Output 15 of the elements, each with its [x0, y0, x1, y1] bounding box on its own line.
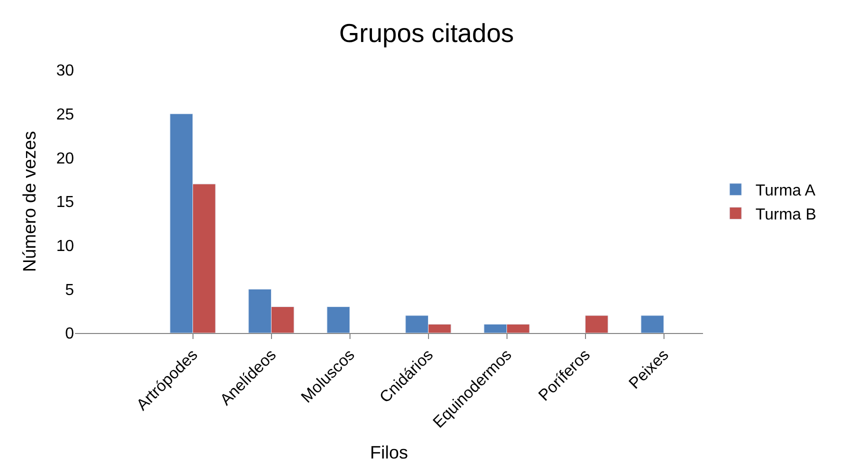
x-axis-title: Filos	[370, 442, 408, 463]
y-tick-label: 0	[65, 326, 74, 343]
chart-title: Grupos citados	[339, 18, 514, 48]
y-tick-label: 25	[56, 106, 74, 124]
legend-label: Turma A	[756, 182, 816, 200]
y-tick-label: 20	[56, 150, 74, 168]
bar	[640, 315, 664, 333]
y-axis-title: Número de vezes	[19, 130, 40, 272]
bar	[326, 306, 350, 333]
y-tick-label: 10	[56, 238, 74, 255]
y-tick-label: 15	[56, 194, 74, 212]
bar	[585, 315, 608, 333]
legend-label: Turma B	[756, 206, 816, 224]
y-tick-label: 30	[56, 62, 74, 80]
y-tick-label: 5	[65, 282, 74, 299]
